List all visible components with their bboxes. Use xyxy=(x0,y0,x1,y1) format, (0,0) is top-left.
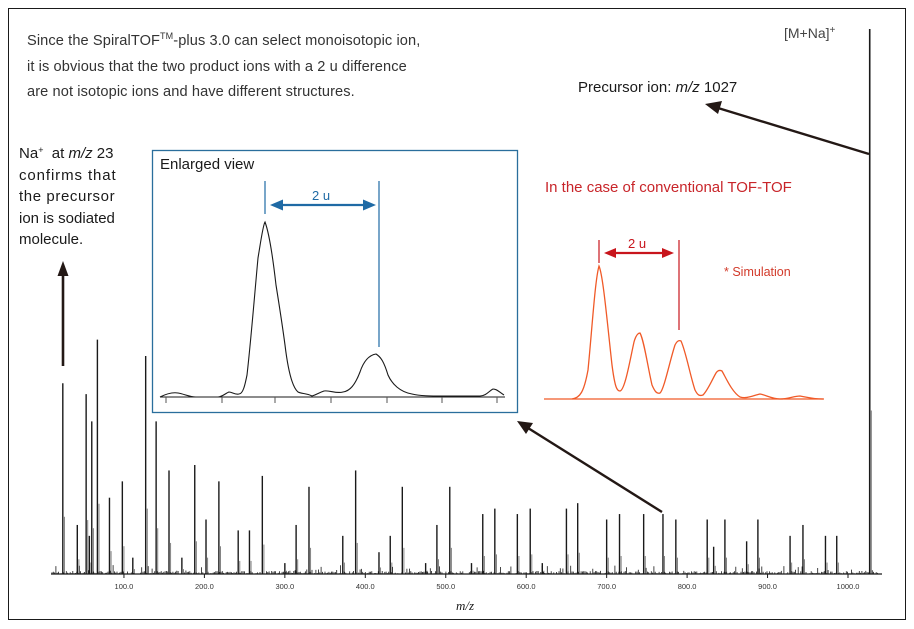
na-annotation: Na+ at m/z 23 confirms that the precurso… xyxy=(19,140,117,251)
enlarged-view-box xyxy=(151,149,519,414)
x-tick-label: 100.0 xyxy=(114,582,134,591)
intro-line-3: are not isotopic ions and have different… xyxy=(27,84,355,100)
intro-text: Since the SpiralTOFTM-plus 3.0 can selec… xyxy=(27,24,420,106)
na-arrow-head-icon xyxy=(57,261,69,276)
x-tick-label: 500.0 xyxy=(436,582,456,591)
conventional-diff-label: 2 u xyxy=(628,236,647,251)
simulation-note: * Simulation xyxy=(724,265,791,279)
na-line-3: the precursor xyxy=(19,188,116,205)
x-tick-label: 900.0 xyxy=(758,582,777,591)
inset-arrow-right-icon xyxy=(363,199,376,211)
m-plus-na-label: [M+Na]+ xyxy=(784,25,836,41)
enlarged-view-title: Enlarged view xyxy=(160,156,255,173)
enlarged-arrow-shaft xyxy=(527,426,663,514)
inset-spectrum-curve xyxy=(159,220,505,398)
spectrum-peaks xyxy=(62,29,872,574)
x-axis-label: m/z xyxy=(456,598,475,613)
precursor-arrow-shaft xyxy=(717,106,870,156)
precursor-arrow-head-icon xyxy=(705,101,722,114)
sim-curve xyxy=(571,264,824,400)
x-tick-label: 700.0 xyxy=(597,582,617,591)
enlarged-arrow-head-icon xyxy=(517,421,533,434)
trademark-sup: TM xyxy=(160,31,174,41)
x-tick-label: 400.0 xyxy=(355,582,375,591)
na-line-1: Na+ at m/z 23 xyxy=(19,145,114,162)
intro-line-1: Since the SpiralTOFTM-plus 3.0 can selec… xyxy=(27,31,421,49)
na-line-2: confirms that xyxy=(19,166,117,184)
x-tick-label: 300.0 xyxy=(275,582,295,591)
x-tick-label: 800.0 xyxy=(677,582,697,591)
conventional-title: In the case of conventional TOF-TOF xyxy=(545,179,792,196)
x-tick-label: 1000.0 xyxy=(836,582,860,591)
intro-line-2: it is obvious that the two product ions … xyxy=(27,58,407,75)
sim-arrow-right-icon xyxy=(662,248,674,258)
spectrum-noise xyxy=(51,565,880,574)
inset-arrow-left-icon xyxy=(270,199,283,211)
x-tick-label: 600.0 xyxy=(516,582,536,591)
baseline-noise xyxy=(51,565,880,574)
na-line-4: ion is sodiated xyxy=(19,209,115,227)
x-axis-ticks xyxy=(123,574,849,578)
na-line-5: molecule. xyxy=(19,231,84,248)
inset-ticks xyxy=(165,397,498,403)
sim-arrow-left-icon xyxy=(604,248,616,258)
figure-frame xyxy=(8,8,906,620)
enlarged-diff-label: 2 u xyxy=(312,188,331,203)
precursor-label: Precursor ion: m/z 1027 xyxy=(578,79,738,96)
x-tick-label: 200.0 xyxy=(195,582,214,591)
